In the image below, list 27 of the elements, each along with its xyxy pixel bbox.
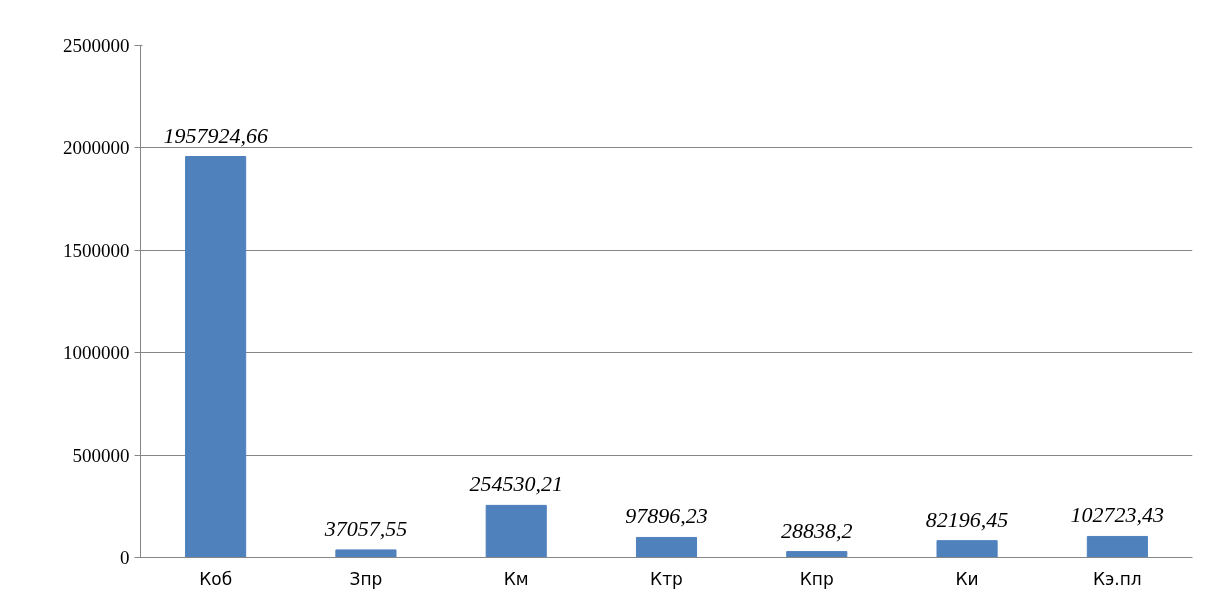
bar — [185, 156, 247, 558]
data-label: 1957924,66 — [163, 122, 268, 148]
data-label: 82196,45 — [925, 506, 1009, 532]
bar — [635, 536, 698, 558]
bar — [786, 551, 848, 558]
bar — [485, 504, 547, 558]
y-tick-label: 1000000 — [63, 342, 130, 364]
y-tick-label: 2500000 — [63, 35, 130, 56]
data-label: 37057,55 — [323, 515, 408, 541]
y-tick-label: 0 — [120, 547, 130, 568]
data-label: 28838,2 — [781, 517, 853, 543]
bar — [1086, 535, 1148, 558]
bar — [335, 549, 397, 558]
data-label: 254530,21 — [469, 471, 563, 497]
y-tick-label: 1500000 — [63, 239, 130, 261]
y-tick-label: 2000000 — [63, 137, 130, 159]
bar — [936, 540, 998, 558]
data-label: 97896,23 — [625, 503, 708, 529]
x-tick-label: Кпр — [799, 568, 834, 589]
data-label: 102723,43 — [1070, 502, 1165, 528]
y-tick-label: 500000 — [72, 444, 130, 466]
x-tick-label: Ки — [955, 568, 979, 589]
x-tick-label: Зпр — [349, 568, 383, 589]
x-tick-label: Км — [503, 568, 529, 589]
x-tick-label: Коб — [199, 568, 233, 589]
x-tick-label: Ктр — [650, 568, 683, 589]
x-tick-label: Кэ.пл — [1092, 568, 1142, 589]
